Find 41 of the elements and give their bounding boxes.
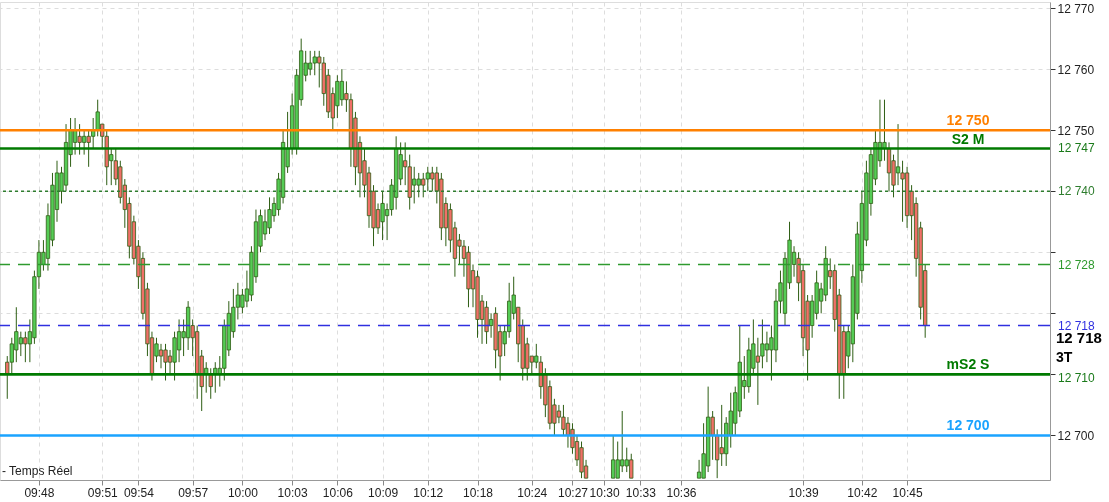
- x-tick-label: 10:36: [666, 485, 697, 500]
- y-tick-label: 12 700: [1057, 428, 1095, 443]
- x-tick-label: 10:09: [368, 485, 399, 500]
- x-tick-label: 10:27: [557, 485, 589, 500]
- candlestick: [163, 343, 168, 381]
- y-tick-label: 12 760: [1057, 62, 1095, 77]
- y-tick-label: 12 770: [1057, 1, 1095, 16]
- ref-line-label: 12 740: [1058, 184, 1096, 199]
- x-tick-label: 10:18: [463, 485, 494, 500]
- candlestick: [895, 123, 901, 186]
- y-tick-label: 12 750: [1057, 123, 1095, 138]
- candlestick: [615, 441, 620, 479]
- x-tick-label: 10:42: [847, 485, 878, 500]
- x-tick-label: 09:57: [178, 485, 209, 500]
- x-tick-label: 10:24: [517, 485, 548, 500]
- candlestick: [158, 343, 164, 369]
- ref-line-label: S2 M: [951, 130, 985, 147]
- ref-line-label: 12 728: [1058, 257, 1096, 272]
- text: 12 710: [1058, 371, 1096, 385]
- annotation: - Temps Réel: [2, 464, 73, 478]
- x-tick-label: 10:00: [227, 485, 259, 500]
- x-tick-label: 10:12: [413, 485, 444, 500]
- x-tick-label: 10:03: [277, 485, 308, 500]
- ref-line-label: mS2 S: [946, 356, 990, 373]
- x-tick-label: 09:48: [24, 485, 55, 500]
- ref-line-label: 12 750: [946, 112, 990, 129]
- x-tick-label: 09:54: [123, 485, 155, 500]
- x-tick-label: 10:39: [788, 485, 819, 500]
- x-tick-label: 09:51: [87, 485, 119, 500]
- candlestick: [77, 123, 82, 156]
- ref-line-label: 12 700: [946, 417, 990, 434]
- candlestick: [611, 434, 616, 479]
- x-tick-label: 10:33: [625, 485, 657, 500]
- candlestick: [764, 331, 770, 363]
- x-tick-label: 10:45: [892, 485, 923, 500]
- candlestick: [380, 190, 385, 241]
- text: 12 747: [1058, 141, 1096, 155]
- candlestick: [176, 318, 182, 363]
- x-tick-label: 10:30: [589, 485, 620, 500]
- x-tick-label: 10:06: [322, 485, 354, 500]
- text: 3T: [1056, 349, 1073, 365]
